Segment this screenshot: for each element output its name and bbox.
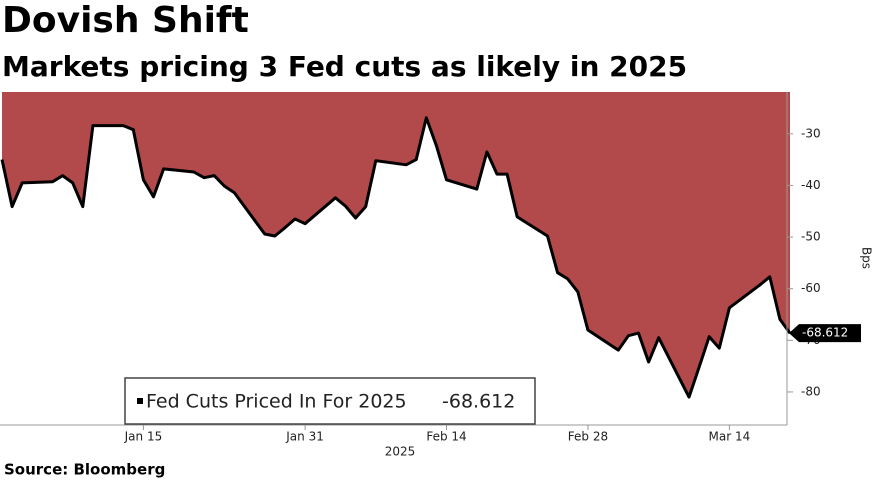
y-tick-label: -30: [801, 126, 821, 140]
legend-label: Fed Cuts Priced In For 2025: [146, 391, 407, 413]
y-tick-label: -80: [801, 384, 821, 398]
last-value-label: -68.612: [802, 326, 848, 340]
source: Source: Bloomberg: [4, 461, 165, 479]
y-tick-label: -50: [801, 230, 821, 244]
x-tick-label: Jan 31: [285, 430, 324, 444]
legend-value: -68.612: [442, 391, 515, 413]
x-tick-label: Feb 14: [426, 430, 466, 444]
y-axis-label: Bps: [860, 247, 874, 269]
chart-subtitle: Markets pricing 3 Fed cuts as likely in …: [2, 50, 687, 83]
chart-title: Dovish Shift: [2, 0, 249, 41]
x-tick-label: Jan 15: [124, 430, 163, 444]
line: [0, 116, 792, 399]
y-tick-label: -60: [801, 281, 821, 295]
x-axis-label: 2025: [385, 445, 416, 459]
area: [2, 92, 790, 398]
last-value-box: [789, 324, 861, 343]
legend-swatch: [137, 398, 143, 404]
legend-box: [124, 377, 536, 425]
x-tick-label: Mar 14: [709, 430, 751, 444]
y-tick-label: -40: [801, 178, 821, 192]
x-tick-label: Feb 28: [568, 430, 608, 444]
